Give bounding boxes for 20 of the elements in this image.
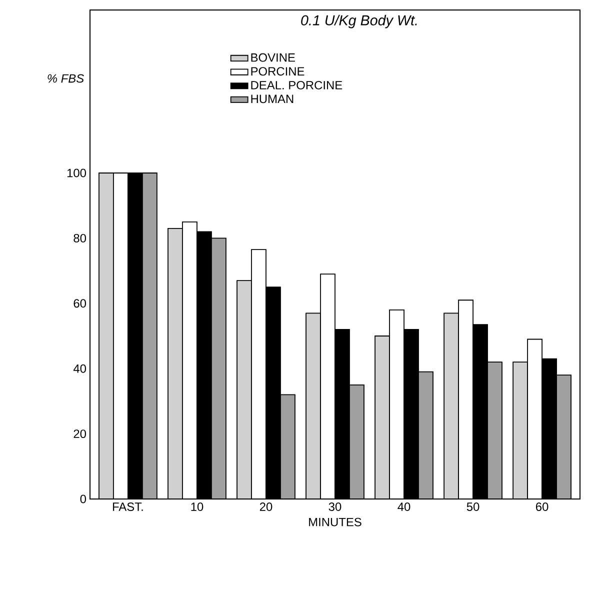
- legend-label: BOVINE: [251, 53, 295, 62]
- y-axis-title: % FBS: [48, 74, 84, 83]
- x-tick-label: 60: [536, 502, 548, 511]
- x-tick-label: 30: [328, 502, 342, 511]
- y-tick-label: 0: [80, 494, 86, 504]
- x-axis-title: MINUTES: [309, 518, 362, 526]
- x-tick-label: 10: [191, 502, 204, 511]
- y-tick-label: 40: [73, 364, 86, 373]
- legend-label: DEAL. PORCINE: [251, 80, 342, 90]
- y-tick-label: 60: [74, 299, 86, 308]
- legend-label: HUMAN: [251, 94, 294, 104]
- legend-label: PORCINE: [251, 67, 304, 76]
- y-tick-label: 80: [74, 234, 86, 242]
- x-tick-label: 20: [260, 502, 272, 511]
- x-tick-label: 40: [398, 502, 410, 511]
- y-tick-label: 100: [67, 168, 86, 178]
- chart-title: 0.1 U/Kg Body Wt.: [301, 14, 417, 28]
- y-tick-label: 20: [74, 430, 86, 438]
- x-tick-label: 50: [466, 502, 480, 511]
- x-tick-label: FAST.: [112, 502, 143, 511]
